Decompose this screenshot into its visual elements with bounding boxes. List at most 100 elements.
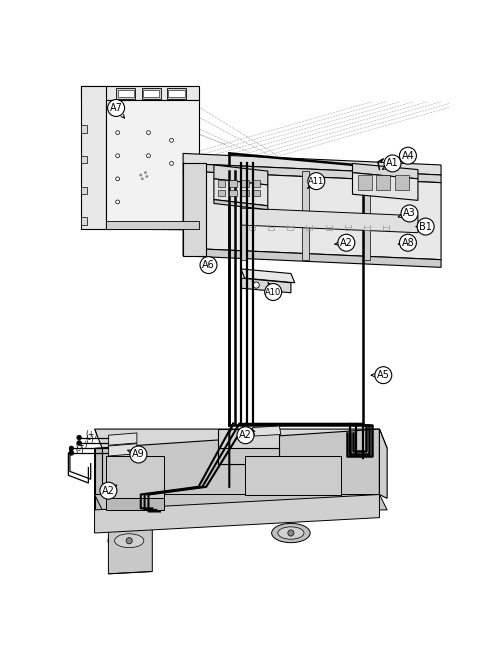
- Polygon shape: [106, 499, 164, 510]
- Polygon shape: [80, 217, 87, 225]
- Circle shape: [108, 100, 124, 117]
- Polygon shape: [94, 429, 387, 448]
- Ellipse shape: [108, 530, 150, 552]
- Polygon shape: [364, 171, 370, 260]
- Circle shape: [140, 174, 142, 176]
- Polygon shape: [167, 88, 186, 99]
- Ellipse shape: [278, 527, 304, 539]
- Polygon shape: [106, 221, 198, 229]
- Circle shape: [375, 367, 392, 384]
- Polygon shape: [183, 163, 206, 256]
- Polygon shape: [352, 173, 418, 200]
- Text: A11: A11: [308, 176, 324, 186]
- Polygon shape: [108, 433, 137, 445]
- Polygon shape: [183, 154, 441, 175]
- Circle shape: [116, 154, 119, 157]
- Polygon shape: [230, 180, 237, 186]
- Circle shape: [338, 234, 355, 251]
- Circle shape: [200, 256, 217, 274]
- Circle shape: [126, 538, 132, 544]
- Polygon shape: [376, 175, 390, 190]
- Polygon shape: [94, 429, 380, 514]
- Polygon shape: [214, 199, 268, 210]
- Polygon shape: [214, 165, 268, 185]
- Circle shape: [69, 451, 74, 455]
- Polygon shape: [94, 495, 387, 510]
- Text: A8: A8: [402, 237, 414, 248]
- Polygon shape: [214, 179, 268, 206]
- Circle shape: [77, 441, 82, 445]
- Polygon shape: [252, 190, 260, 195]
- Circle shape: [77, 435, 82, 440]
- Circle shape: [141, 178, 144, 180]
- Text: A7: A7: [110, 103, 122, 113]
- Polygon shape: [218, 448, 280, 464]
- Polygon shape: [395, 175, 408, 190]
- Polygon shape: [252, 180, 260, 186]
- Polygon shape: [80, 155, 87, 163]
- Text: B1: B1: [419, 222, 432, 232]
- Circle shape: [417, 218, 434, 235]
- Polygon shape: [106, 456, 164, 499]
- Circle shape: [146, 131, 150, 134]
- Polygon shape: [80, 125, 87, 133]
- Text: (-): (-): [86, 436, 94, 444]
- Circle shape: [400, 147, 416, 164]
- Ellipse shape: [272, 523, 310, 543]
- Polygon shape: [118, 89, 134, 97]
- Text: A3: A3: [403, 209, 416, 218]
- Circle shape: [100, 482, 117, 499]
- Circle shape: [130, 446, 147, 463]
- Polygon shape: [218, 429, 280, 464]
- Polygon shape: [94, 495, 380, 533]
- Polygon shape: [183, 248, 441, 268]
- Polygon shape: [183, 163, 441, 182]
- Polygon shape: [142, 88, 161, 99]
- Polygon shape: [94, 448, 102, 514]
- Circle shape: [308, 173, 325, 190]
- Circle shape: [288, 530, 294, 536]
- Polygon shape: [358, 175, 372, 190]
- Circle shape: [146, 154, 150, 157]
- Polygon shape: [116, 88, 136, 99]
- Circle shape: [170, 161, 173, 165]
- Polygon shape: [380, 429, 387, 499]
- Polygon shape: [252, 426, 281, 436]
- Ellipse shape: [114, 534, 144, 548]
- Text: A1: A1: [386, 158, 399, 169]
- Text: (+): (+): [76, 441, 88, 450]
- Polygon shape: [244, 456, 341, 495]
- Text: A2: A2: [340, 237, 353, 248]
- Text: A2: A2: [239, 430, 252, 440]
- Polygon shape: [218, 190, 226, 195]
- Circle shape: [116, 177, 119, 181]
- Polygon shape: [80, 87, 198, 100]
- Text: (-): (-): [76, 446, 84, 455]
- Polygon shape: [352, 163, 418, 179]
- Polygon shape: [241, 208, 418, 233]
- Circle shape: [69, 446, 74, 451]
- Polygon shape: [302, 171, 308, 260]
- Text: A10: A10: [265, 287, 281, 297]
- Polygon shape: [241, 171, 247, 260]
- Polygon shape: [108, 508, 152, 574]
- Circle shape: [116, 131, 119, 134]
- Circle shape: [116, 200, 119, 204]
- Text: (+): (+): [86, 430, 98, 439]
- Circle shape: [144, 171, 146, 174]
- Circle shape: [170, 138, 173, 142]
- Polygon shape: [241, 269, 295, 283]
- Polygon shape: [230, 190, 237, 195]
- Polygon shape: [241, 180, 248, 186]
- Text: A5: A5: [377, 370, 390, 380]
- Polygon shape: [80, 87, 106, 229]
- Text: A9: A9: [132, 449, 145, 459]
- Polygon shape: [168, 89, 184, 97]
- Circle shape: [401, 205, 418, 222]
- Circle shape: [384, 155, 401, 172]
- Polygon shape: [241, 278, 291, 293]
- Polygon shape: [218, 180, 226, 186]
- Text: A4: A4: [402, 151, 414, 161]
- Polygon shape: [241, 190, 248, 195]
- Circle shape: [400, 234, 416, 251]
